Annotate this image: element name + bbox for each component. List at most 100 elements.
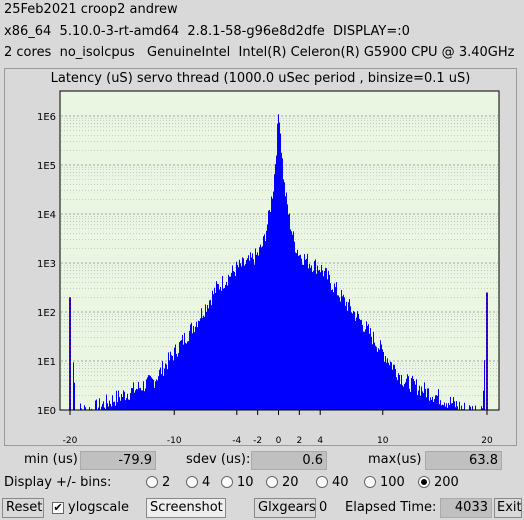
histogram-bar: [232, 265, 233, 410]
sdev-label: sdev (us):: [186, 452, 251, 467]
bins-radio-40[interactable]: [316, 476, 328, 488]
bins-radio-200[interactable]: [418, 476, 430, 488]
histogram-bar: [149, 375, 150, 410]
histogram-bar: [223, 288, 224, 410]
histogram-bar: [290, 229, 291, 410]
histogram-bar: [140, 387, 141, 410]
histogram-bar: [80, 403, 81, 410]
histogram-bar: [412, 375, 413, 410]
histogram-bar: [284, 182, 285, 410]
histogram-bar: [408, 376, 409, 410]
histogram-bar: [301, 258, 302, 410]
histogram-bar: [295, 252, 296, 410]
histogram-bar: [333, 292, 334, 410]
histogram-bar: [157, 380, 158, 410]
histogram-bar: [178, 352, 179, 410]
histogram-bar: [445, 406, 446, 410]
histogram-bar: [134, 392, 135, 410]
histogram-bar: [421, 386, 422, 410]
histogram-bar: [375, 345, 376, 410]
histogram-bar: [370, 328, 371, 410]
histogram-bar: [261, 247, 262, 410]
histogram-bar: [203, 315, 204, 410]
histogram-bar: [363, 331, 364, 410]
histogram-bar: [377, 351, 378, 410]
histogram-bar: [216, 281, 217, 410]
histogram-bar: [255, 248, 256, 410]
edge-bar: [486, 292, 488, 410]
histogram-bar: [174, 347, 175, 410]
histogram-bar: [243, 258, 244, 410]
min-value: -79.9: [80, 451, 156, 470]
histogram-bar: [484, 360, 485, 410]
histogram-bar: [305, 259, 306, 410]
histogram-bar: [136, 388, 137, 410]
histogram-bar: [133, 382, 134, 410]
reset-button[interactable]: Reset: [2, 498, 44, 518]
histogram-bar: [271, 196, 272, 410]
histogram-bar: [281, 152, 282, 410]
bins-radio-2[interactable]: [146, 476, 158, 488]
histogram-bar: [269, 209, 270, 410]
histogram-bar: [143, 381, 144, 410]
histogram-bar: [398, 373, 399, 410]
histogram-bar: [197, 327, 198, 410]
histogram-bar: [321, 264, 322, 410]
x-tick-label: 20: [481, 436, 493, 446]
histogram-bar: [180, 340, 181, 410]
bins-radio-4[interactable]: [186, 476, 198, 488]
elapsed-label: Elapsed Time:: [345, 500, 437, 515]
histogram-bar: [182, 335, 183, 410]
histogram-bar: [455, 407, 456, 410]
histogram-bar: [244, 265, 245, 410]
screenshot-button[interactable]: Screenshot: [146, 498, 226, 518]
histogram-bar: [443, 405, 444, 410]
histogram-bar: [282, 158, 283, 410]
histogram-bar: [357, 311, 358, 410]
histogram-bar: [198, 320, 199, 410]
exit-button[interactable]: Exit: [494, 498, 522, 518]
histogram-bar: [227, 285, 228, 410]
histogram-bar: [103, 401, 104, 410]
histogram-bar: [294, 241, 295, 410]
histogram-bar: [147, 377, 148, 410]
histogram-bar: [289, 213, 290, 410]
histogram-bar: [179, 342, 180, 410]
bins-radio-20[interactable]: [266, 476, 278, 488]
histogram-bar: [237, 264, 238, 410]
bins-radio-100[interactable]: [364, 476, 376, 488]
y-tick-label: 1E5: [37, 161, 56, 172]
histogram-bar: [335, 287, 336, 410]
histogram-bar: [411, 378, 412, 410]
histogram-bar: [99, 398, 100, 410]
ylogscale-checkbox[interactable]: ✔: [52, 501, 64, 514]
histogram-bar: [456, 401, 457, 410]
ylogscale-label: ylogscale: [68, 500, 130, 515]
histogram-bar: [433, 401, 434, 410]
histogram-bar: [385, 356, 386, 410]
glxgears-button[interactable]: Glxgears: [254, 498, 316, 518]
histogram-bar: [231, 272, 232, 410]
histogram-bar: [109, 400, 110, 410]
bins-radio-10[interactable]: [221, 476, 233, 488]
histogram-bar: [144, 391, 145, 410]
histogram-bar: [292, 234, 293, 410]
histogram-bar: [435, 395, 436, 410]
histogram-bar: [101, 406, 102, 410]
histogram-bar: [242, 257, 243, 410]
histogram-bar: [125, 400, 126, 410]
histogram-bar: [326, 268, 327, 410]
histogram-bar: [304, 254, 305, 410]
histogram-bar: [345, 305, 346, 410]
histogram-bar: [396, 377, 397, 410]
histogram-bar: [388, 362, 389, 410]
histogram-bar: [348, 302, 349, 410]
histogram-bar: [332, 289, 333, 410]
histogram-bar: [317, 265, 318, 410]
histogram-bar: [393, 364, 394, 410]
histogram-bar: [219, 289, 220, 410]
histogram-bar: [222, 276, 223, 410]
histogram-bar: [437, 395, 438, 410]
y-tick-label: 1E1: [37, 357, 56, 368]
histogram-bar: [307, 253, 308, 410]
